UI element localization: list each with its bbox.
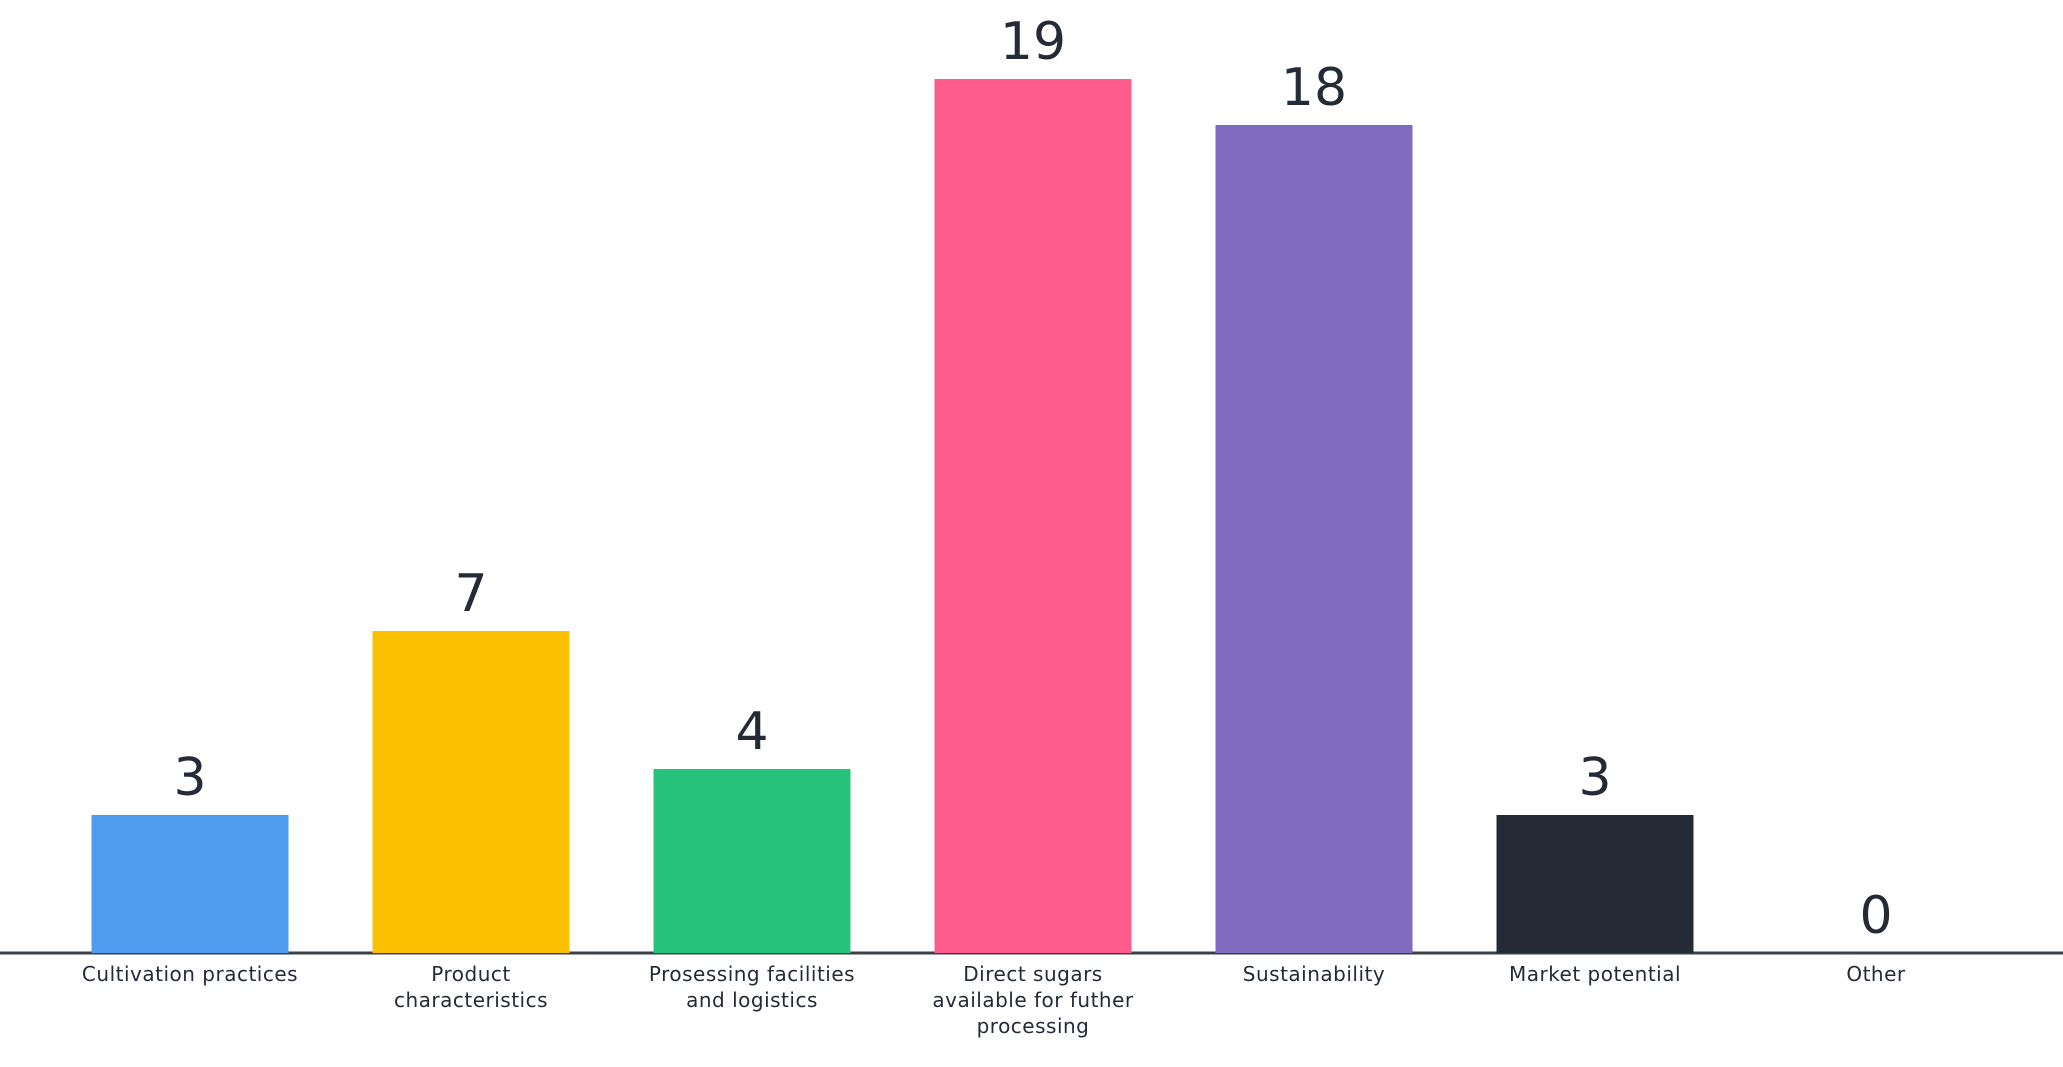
value-label: 18 [1281, 58, 1347, 118]
bar [1215, 125, 1413, 953]
x-tick-label: Cultivation practices [81, 962, 299, 986]
bar [91, 815, 289, 953]
x-tick-label: Prosessing facilities and logistics [648, 962, 856, 1012]
bar [653, 769, 851, 953]
x-tick-label: Direct sugars available for futher proce… [932, 962, 1134, 1038]
value-label: 3 [173, 748, 206, 808]
value-label: 19 [1000, 12, 1066, 72]
value-label: 4 [735, 702, 768, 762]
bar [372, 631, 570, 953]
bar [1496, 815, 1694, 953]
value-label: 3 [1578, 748, 1611, 808]
bar [934, 79, 1132, 953]
x-tick-label: Product characteristics [393, 962, 549, 1012]
x-tick-label: Other [1846, 962, 1906, 986]
x-tick-label: Market potential [1508, 962, 1682, 986]
value-label: 0 [1859, 886, 1892, 946]
x-tick-label: Sustainability [1242, 962, 1386, 986]
value-label: 7 [454, 564, 487, 624]
